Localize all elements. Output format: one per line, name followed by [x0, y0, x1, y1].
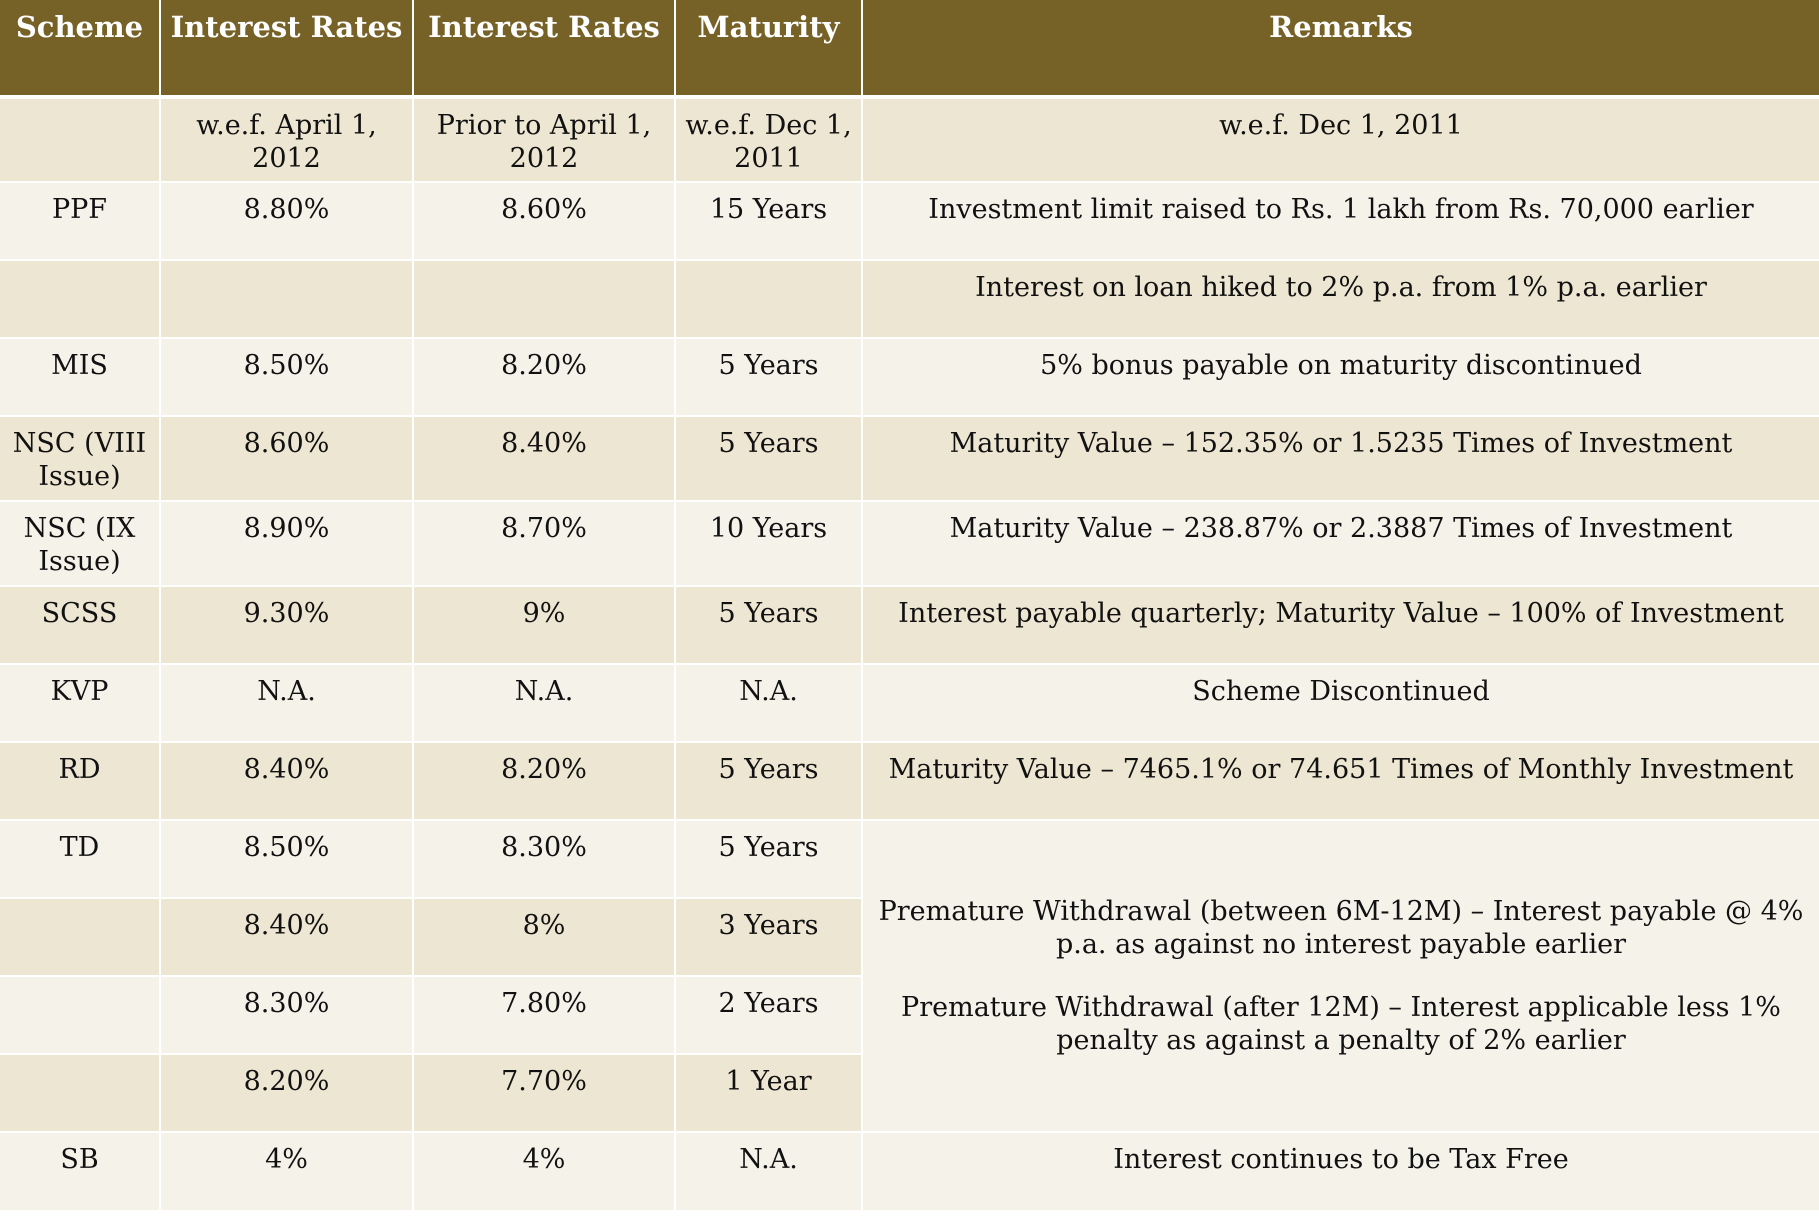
cell-scheme: SB — [0, 1131, 160, 1210]
table-row: SCSS 9.30% 9% 5 Years Interest payable q… — [0, 585, 1819, 664]
cell-rate-old: 8.20% — [412, 741, 675, 820]
cell-rate-new: 8.90% — [159, 500, 413, 586]
cell-rate-new: 8.40% — [159, 741, 413, 820]
table-row: NSC (IX Issue) 8.90% 8.70% 10 Years Matu… — [0, 500, 1819, 586]
cell-maturity: N.A. — [674, 1131, 862, 1210]
cell-maturity: N.A. — [674, 663, 862, 742]
cell-scheme — [0, 1053, 160, 1132]
cell-remarks: Interest payable quarterly; Maturity Val… — [861, 585, 1819, 664]
table-row: TD 8.50% 8.30% 5 Years Premature Withdra… — [0, 819, 1819, 1132]
cell-maturity — [674, 259, 862, 338]
table-row: SB 4% 4% N.A. Interest continues to be T… — [0, 1131, 1819, 1210]
cell-scheme — [0, 975, 160, 1054]
cell-rate-new: 8.50% — [159, 819, 413, 898]
table-row: KVP N.A. N.A. N.A. Scheme Discontinued — [0, 663, 1819, 742]
subheader-remarks: w.e.f. Dec 1, 2011 — [861, 96, 1819, 182]
cell-maturity: 3 Years — [674, 897, 862, 976]
cell-maturity: 5 Years — [674, 415, 862, 501]
cell-remarks: Maturity Value – 7465.1% or 74.651 Times… — [861, 741, 1819, 820]
cell-maturity: 2 Years — [674, 975, 862, 1054]
cell-rate-new — [159, 259, 413, 338]
table-row: Interest on loan hiked to 2% p.a. from 1… — [0, 259, 1819, 338]
cell-scheme: PPF — [0, 181, 160, 260]
cell-rate-old — [412, 259, 675, 338]
cell-rate-old: 7.80% — [412, 975, 675, 1054]
cell-rate-old: 8.70% — [412, 500, 675, 586]
cell-rate-new: 8.50% — [159, 337, 413, 416]
table-row: RD 8.40% 8.20% 5 Years Maturity Value – … — [0, 741, 1819, 820]
subheader-row: w.e.f. April 1, 2012 Prior to April 1, 2… — [0, 96, 1819, 182]
cell-rate-old: 8.20% — [412, 337, 675, 416]
cell-rate-old: 4% — [412, 1131, 675, 1210]
cell-scheme — [0, 897, 160, 976]
cell-rate-new: 8.60% — [159, 415, 413, 501]
cell-rate-new: 8.20% — [159, 1053, 413, 1132]
cell-maturity: 5 Years — [674, 741, 862, 820]
cell-remarks: Maturity Value – 152.35% or 1.5235 Times… — [861, 415, 1819, 501]
table-row: 8.20% 7.70% 1 Year — [0, 1053, 1819, 1132]
cell-rate-old: 9% — [412, 585, 675, 664]
cell-rate-new: 4% — [159, 1131, 413, 1210]
cell-remarks: Interest on loan hiked to 2% p.a. from 1… — [861, 259, 1819, 338]
cell-scheme: MIS — [0, 337, 160, 416]
subheader-scheme — [0, 96, 160, 182]
table-row: MIS 8.50% 8.20% 5 Years 5% bonus payable… — [0, 337, 1819, 416]
header-row: Scheme Interest Rates Interest Rates Mat… — [0, 0, 1819, 99]
cell-rate-old: 8.40% — [412, 415, 675, 501]
header-interest-rates-new: Interest Rates — [159, 0, 413, 99]
cell-maturity: 5 Years — [674, 819, 862, 898]
header-interest-rates-old: Interest Rates — [412, 0, 675, 99]
header-scheme: Scheme — [0, 0, 160, 99]
cell-maturity: 10 Years — [674, 500, 862, 586]
header-remarks: Remarks — [861, 0, 1819, 99]
cell-scheme: SCSS — [0, 585, 160, 664]
cell-rate-old: 8.30% — [412, 819, 675, 898]
cell-remarks: Scheme Discontinued — [861, 663, 1819, 742]
cell-scheme: RD — [0, 741, 160, 820]
table-row: NSC (VIII Issue) 8.60% 8.40% 5 Years Mat… — [0, 415, 1819, 501]
cell-remarks: Interest continues to be Tax Free — [861, 1131, 1819, 1210]
cell-scheme: KVP — [0, 663, 160, 742]
td-remark-premature-6m-12m: Premature Withdrawal (between 6M-12M) – … — [878, 896, 1804, 960]
td-remark-premature-after-12m: Premature Withdrawal (after 12M) – Inter… — [901, 992, 1781, 1056]
cell-remarks-td-merged: Premature Withdrawal (between 6M-12M) – … — [861, 819, 1819, 1132]
cell-scheme: TD — [0, 819, 160, 898]
cell-scheme: NSC (VIII Issue) — [0, 415, 160, 501]
cell-rate-new: 9.30% — [159, 585, 413, 664]
cell-maturity: 15 Years — [674, 181, 862, 260]
cell-rate-old: 7.70% — [412, 1053, 675, 1132]
cell-rate-old: 8.60% — [412, 181, 675, 260]
cell-maturity: 5 Years — [674, 337, 862, 416]
cell-rate-old: 8% — [412, 897, 675, 976]
table-row: 8.40% 8% 3 Years — [0, 897, 1819, 976]
cell-rate-new: 8.30% — [159, 975, 413, 1054]
cell-remarks: 5% bonus payable on maturity discontinue… — [861, 337, 1819, 416]
cell-remarks: Investment limit raised to Rs. 1 lakh fr… — [861, 181, 1819, 260]
table-row: PPF 8.80% 8.60% 15 Years Investment limi… — [0, 181, 1819, 260]
cell-scheme — [0, 259, 160, 338]
cell-scheme: NSC (IX Issue) — [0, 500, 160, 586]
cell-maturity: 5 Years — [674, 585, 862, 664]
cell-rate-new: 8.40% — [159, 897, 413, 976]
subheader-rate-new: w.e.f. April 1, 2012 — [159, 96, 413, 182]
cell-rate-old: N.A. — [412, 663, 675, 742]
cell-rate-new: 8.80% — [159, 181, 413, 260]
subheader-maturity: w.e.f. Dec 1, 2011 — [674, 96, 862, 182]
cell-rate-new: N.A. — [159, 663, 413, 742]
table-row: 8.30% 7.80% 2 Years — [0, 975, 1819, 1054]
subheader-rate-old: Prior to April 1, 2012 — [412, 96, 675, 182]
header-maturity: Maturity — [674, 0, 862, 99]
cell-remarks: Maturity Value – 238.87% or 2.3887 Times… — [861, 500, 1819, 586]
cell-maturity: 1 Year — [674, 1053, 862, 1132]
